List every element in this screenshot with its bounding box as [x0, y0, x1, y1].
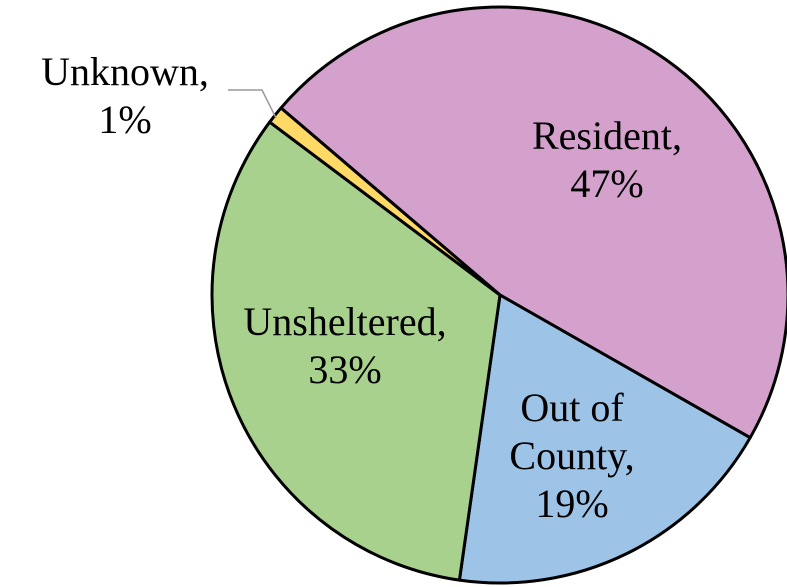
value-label: 1% [98, 97, 152, 142]
pie-slice [457, 293, 752, 585]
category-label: Resident, [532, 113, 682, 158]
category-label: Out of County, [509, 385, 635, 478]
category-label: Unknown, [41, 49, 209, 94]
value-label: 19% [535, 481, 609, 526]
leader-line [228, 89, 277, 119]
category-label: Unsheltered, [243, 299, 447, 344]
slice-label-text: Resident, 47% [487, 112, 727, 208]
slice-label-text: Unsheltered, 33% [205, 298, 485, 394]
value-label: 47% [570, 161, 644, 206]
slice-label-text: Unknown, 1% [0, 48, 265, 144]
slice-label: Resident,47% [487, 112, 727, 208]
value-label: 33% [308, 347, 382, 392]
slice-label-text: Out of County, 19% [487, 384, 657, 528]
slice-label: Out of County,19% [487, 384, 657, 528]
slice-label: Unknown,1% [0, 48, 265, 144]
slice-label: Unsheltered,33% [205, 298, 485, 394]
pie-slice [210, 120, 502, 582]
